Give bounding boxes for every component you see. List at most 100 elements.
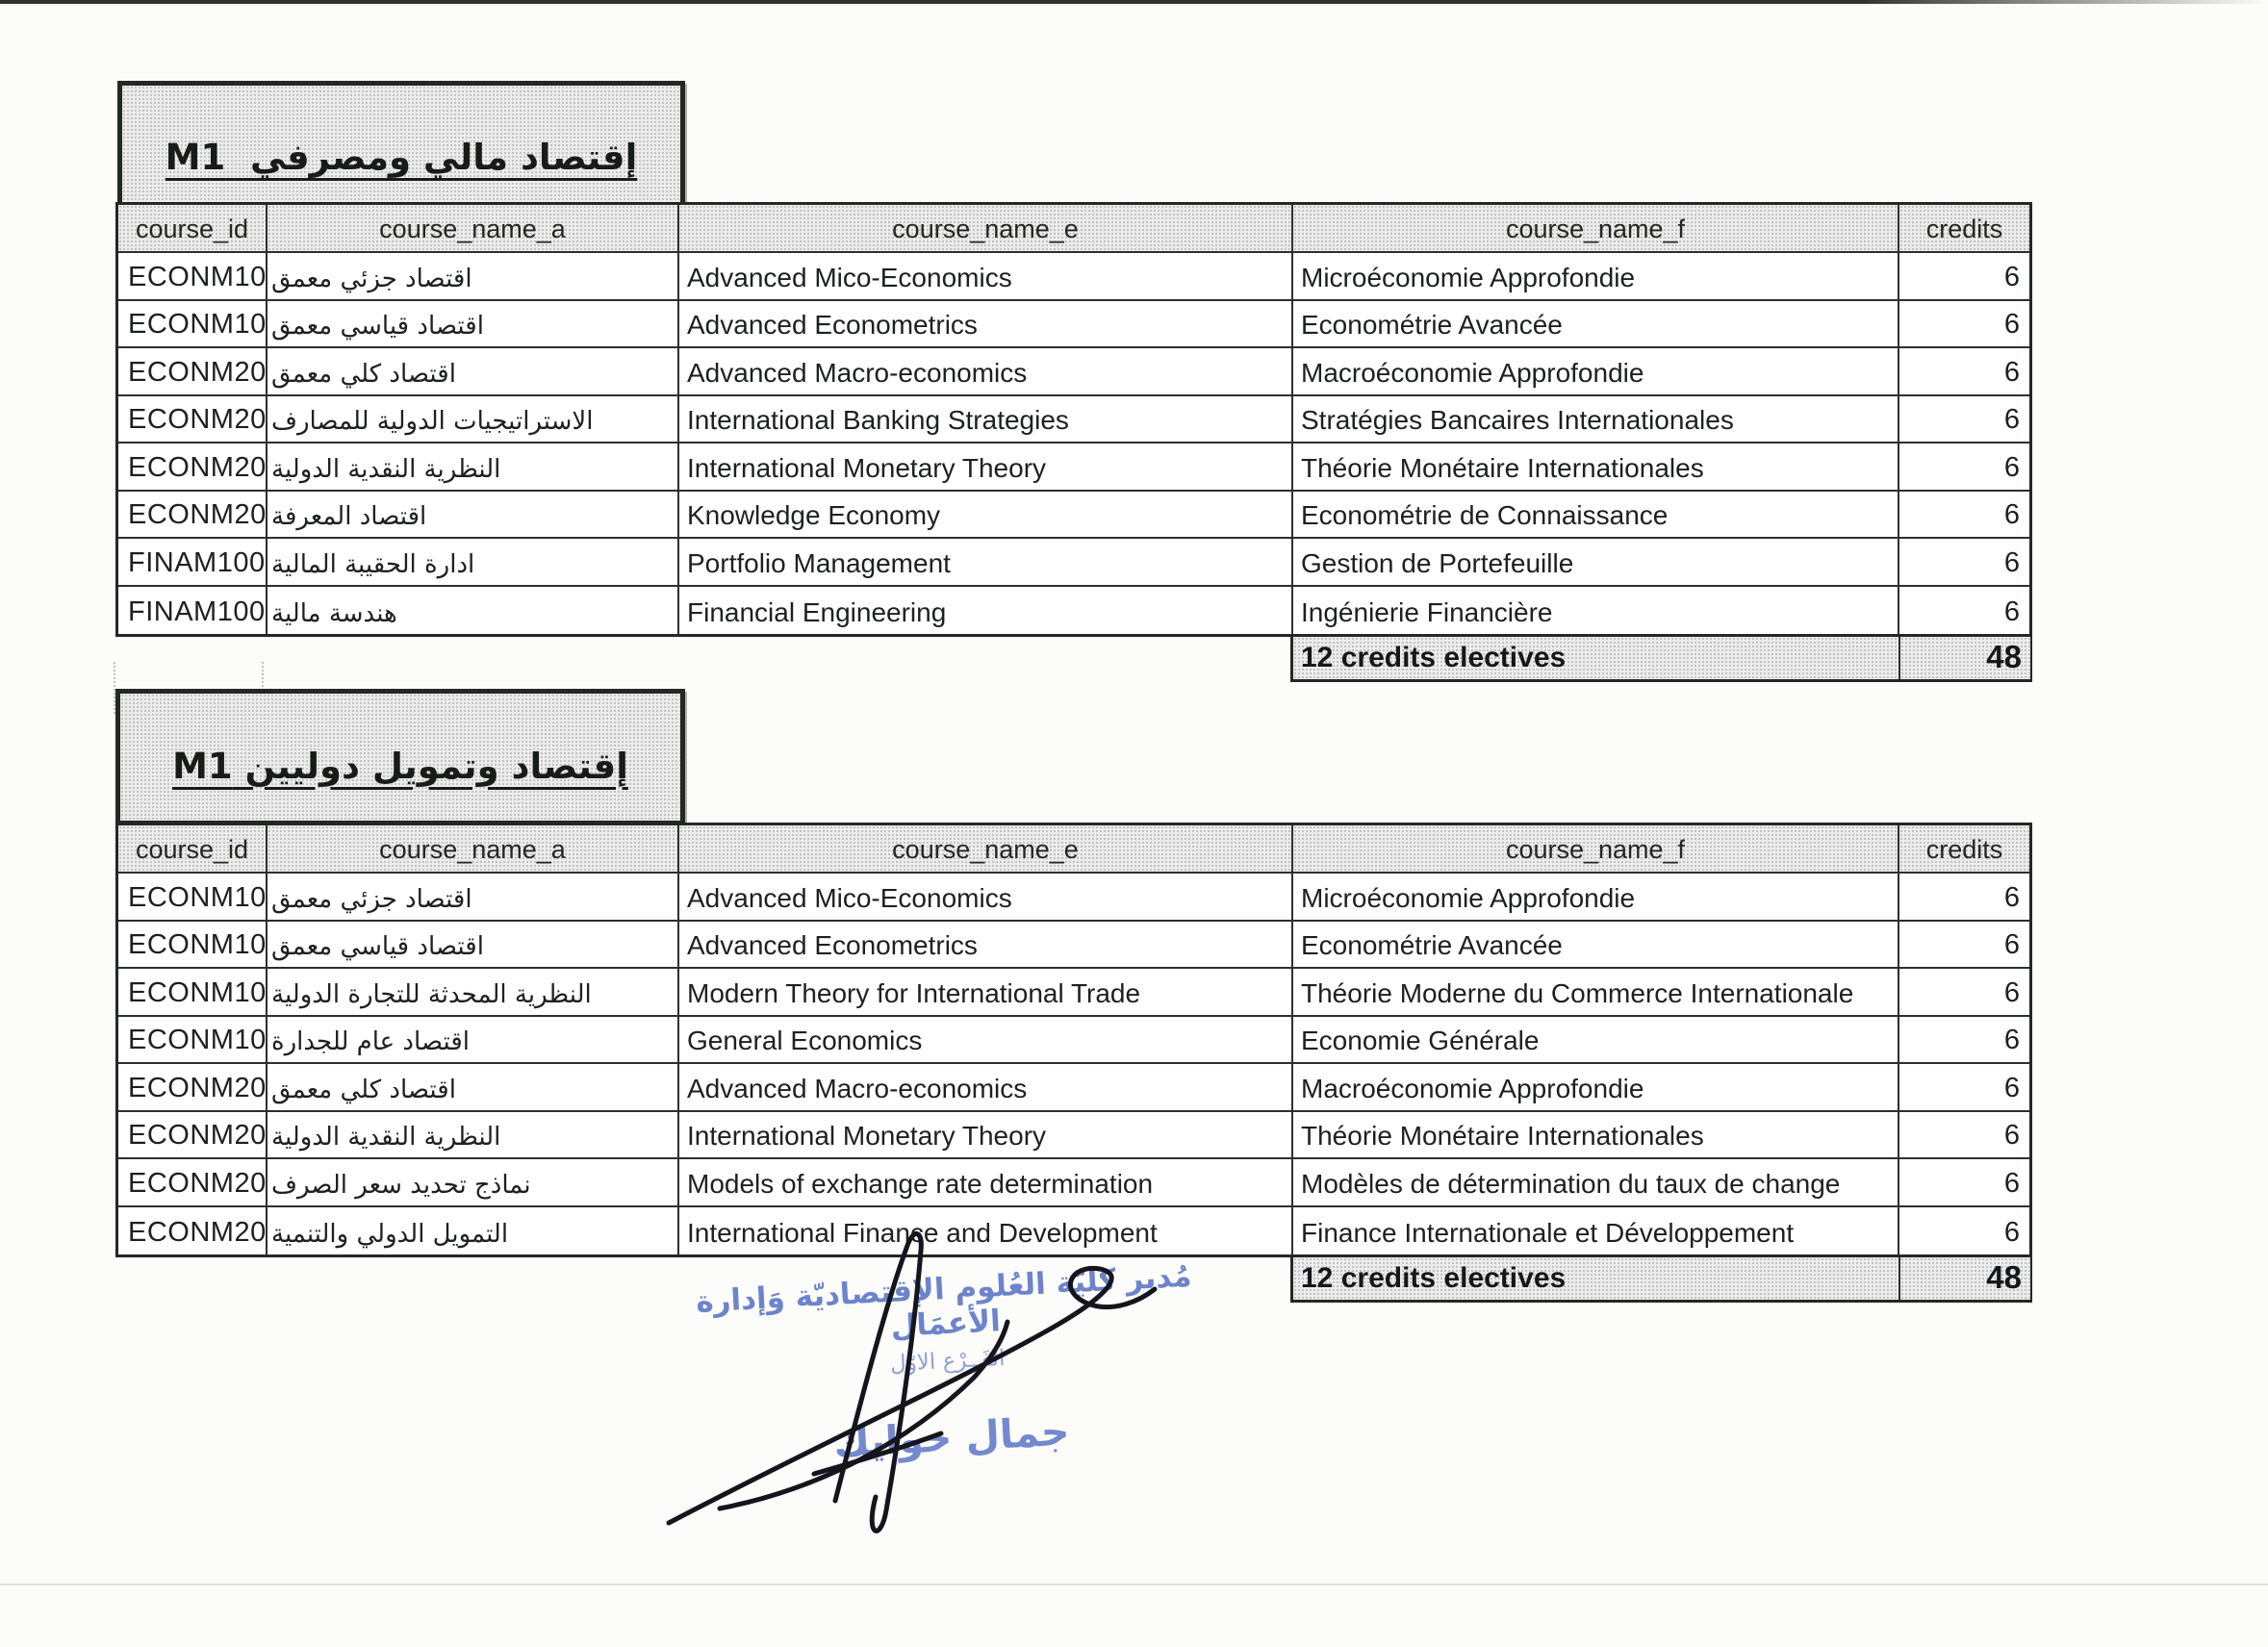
course-name-english-cell: Advanced Econometrics bbox=[679, 300, 1293, 348]
course-name-english-cell: Advanced Mico-Economics bbox=[679, 253, 1293, 301]
course-id-cell: ECONM1009 bbox=[118, 300, 268, 348]
course-name-arabic-cell: اقتصاد جزئي معمق bbox=[268, 874, 679, 922]
course-id-cell: ECONM1010 bbox=[118, 969, 268, 1017]
course-name-english-cell: International Finance and Development bbox=[679, 1206, 1293, 1254]
electives-footer-1: 12 credits electives 48 bbox=[1290, 637, 2032, 682]
stamp-director-name: جمال حوايك bbox=[832, 1407, 1071, 1467]
credits-cell: 6 bbox=[1899, 1064, 2029, 1112]
column-header-course-name-e: course_name_e bbox=[679, 825, 1293, 874]
course-id-cell: ECONM2013 bbox=[118, 491, 268, 539]
course-name-arabic-cell: النظرية المحدثة للتجارة الدولية bbox=[268, 969, 679, 1017]
column-header-course-name-e: course_name_e bbox=[679, 205, 1293, 253]
course-name-arabic-cell: النظرية النقدية الدولية bbox=[268, 443, 679, 492]
credits-total: 48 bbox=[1900, 1257, 2030, 1300]
credits-cell: 6 bbox=[1899, 253, 2029, 301]
course-id-cell: ECONM1007 bbox=[118, 874, 268, 922]
course-name-arabic-cell: النظرية النقدية الدولية bbox=[268, 1111, 679, 1159]
credits-cell: 6 bbox=[1899, 539, 2029, 587]
course-name-arabic-cell: اقتصاد عام للجدارة bbox=[268, 1016, 679, 1064]
column-header-course-name-a: course_name_a bbox=[268, 825, 679, 874]
course-table-2: course_id course_name_a course_name_e co… bbox=[115, 823, 2032, 1257]
course-name-english-cell: International Monetary Theory bbox=[679, 1111, 1293, 1159]
course-name-english-cell: Portfolio Management bbox=[679, 539, 1293, 587]
director-stamp: مُدير كليّة العُلوم الإقتصاديّة وَإدارة … bbox=[674, 1257, 1221, 1474]
fold-mark bbox=[114, 662, 115, 714]
course-id-cell: ECONM2012 bbox=[118, 443, 268, 492]
course-name-arabic-cell: اقتصاد قياسي معمق bbox=[268, 921, 679, 969]
scanner-edge-artifact bbox=[0, 0, 2268, 4]
course-id-cell: ECONM2012 bbox=[118, 1111, 268, 1159]
course-id-cell: FINAM1006 bbox=[118, 539, 268, 587]
credits-cell: 6 bbox=[1899, 969, 2029, 1017]
credits-cell: 6 bbox=[1899, 922, 2029, 969]
course-name-french-cell: Macroéconomie Approfondie bbox=[1293, 348, 1899, 396]
course-name-english-cell: Models of exchange rate determination bbox=[679, 1159, 1293, 1207]
column-header-credits: credits bbox=[1899, 205, 2029, 253]
credits-cell: 6 bbox=[1899, 348, 2029, 396]
credits-cell: 6 bbox=[1899, 396, 2029, 443]
course-name-arabic-cell: هندسة مالية bbox=[268, 586, 679, 634]
course-name-english-cell: International Monetary Theory bbox=[679, 443, 1293, 492]
course-name-english-cell: Advanced Macro-economics bbox=[679, 348, 1293, 396]
course-id-cell: ECONM2015 bbox=[118, 1206, 268, 1254]
course-name-arabic-cell: الاستراتيجيات الدولية للمصارف bbox=[268, 395, 679, 443]
column-header-course-id: course_id bbox=[118, 825, 268, 874]
column-header-course-name-f: course_name_f bbox=[1293, 205, 1899, 253]
program-title-1: إقتصاد مالي ومصرفي M1 bbox=[165, 137, 638, 178]
electives-footer-2: 12 credits electives 48 bbox=[1290, 1257, 2032, 1303]
credits-cell: 6 bbox=[2003, 1217, 2020, 1248]
course-name-french-cell: Finance Internationale et Développement bbox=[1293, 1206, 1899, 1254]
column-header-course-name-a: course_name_a bbox=[268, 205, 679, 253]
course-name-french-cell: Ingénierie Financière bbox=[1293, 586, 1899, 634]
credits-cell: 6 bbox=[1899, 1159, 2029, 1207]
credits-cell: 6 bbox=[1899, 874, 2029, 922]
course-table-1: course_id course_name_a course_name_e co… bbox=[115, 202, 2032, 637]
course-name-arabic-cell: ادارة الحقيبة المالية bbox=[268, 539, 679, 587]
course-name-arabic-cell: اقتصاد جزئي معمق bbox=[268, 253, 679, 301]
course-name-french-cell: Econométrie Avancée bbox=[1293, 300, 1899, 348]
course-name-french-cell: Modèles de détermination du taux de chan… bbox=[1293, 1159, 1899, 1207]
course-name-english-cell: Knowledge Economy bbox=[679, 491, 1293, 539]
credits-total: 48 bbox=[1900, 637, 2030, 679]
course-name-english-cell: Financial Engineering bbox=[679, 586, 1293, 634]
course-name-english-cell: General Economics bbox=[679, 1016, 1293, 1064]
course-id-cell: ECONM2014 bbox=[118, 1159, 268, 1207]
course-id-cell: ECONM1013 bbox=[118, 1016, 268, 1064]
course-name-french-cell: Macroéconomie Approfondie bbox=[1293, 1064, 1899, 1112]
credits-cell: 6 bbox=[1899, 1017, 2029, 1064]
fold-mark bbox=[262, 662, 264, 714]
credits-cell: 6 bbox=[1899, 301, 2029, 348]
course-name-french-cell: Econométrie de Connaissance bbox=[1293, 491, 1899, 539]
program-title-box-1: إقتصاد مالي ومصرفي M1 bbox=[117, 81, 685, 216]
course-name-english-cell: International Banking Strategies bbox=[679, 395, 1293, 443]
course-name-english-cell: Advanced Macro-economics bbox=[679, 1064, 1293, 1112]
credits-cell: 6 bbox=[2003, 596, 2020, 627]
course-name-french-cell: Microéconomie Approfondie bbox=[1293, 253, 1899, 301]
course-name-french-cell: Théorie Monétaire Internationales bbox=[1293, 443, 1899, 492]
credits-cell: 6 bbox=[1899, 1112, 2029, 1159]
course-name-french-cell: Microéconomie Approfondie bbox=[1293, 874, 1899, 922]
course-id-cell: ECONM2011 bbox=[118, 395, 268, 443]
course-name-english-cell: Advanced Mico-Economics bbox=[679, 874, 1293, 922]
program-title-2: إقتصاد وتمويل دوليين M1 bbox=[172, 745, 628, 787]
course-name-arabic-cell: اقتصاد كلي معمق bbox=[268, 348, 679, 396]
course-name-arabic-cell: اقتصاد قياسي معمق bbox=[268, 300, 679, 348]
electives-note: 12 credits electives bbox=[1293, 1257, 1900, 1300]
course-id-cell: ECONM2001 bbox=[118, 348, 268, 396]
course-name-english-cell: Modern Theory for International Trade bbox=[679, 969, 1293, 1017]
credits-cell: 6 bbox=[1899, 492, 2029, 539]
course-name-french-cell: Gestion de Portefeuille bbox=[1293, 539, 1899, 587]
course-name-french-cell: Econométrie Avancée bbox=[1293, 921, 1899, 969]
course-name-french-cell: Théorie Moderne du Commerce Internationa… bbox=[1293, 969, 1899, 1017]
column-header-course-id: course_id bbox=[118, 205, 268, 253]
course-name-arabic-cell: التمويل الدولي والتنمية bbox=[268, 1206, 679, 1254]
course-name-arabic-cell: اقتصاد المعرفة bbox=[268, 491, 679, 539]
credits-cell: 6 bbox=[1899, 443, 2029, 492]
course-id-cell: ECONM1009 bbox=[118, 921, 268, 969]
scan-artifact-line bbox=[0, 1584, 2268, 1585]
course-name-arabic-cell: اقتصاد كلي معمق bbox=[268, 1064, 679, 1112]
electives-note: 12 credits electives bbox=[1293, 637, 1900, 679]
course-id-cell: ECONM2001 bbox=[118, 1064, 268, 1112]
course-id-cell: ECONM1007 bbox=[118, 253, 268, 301]
